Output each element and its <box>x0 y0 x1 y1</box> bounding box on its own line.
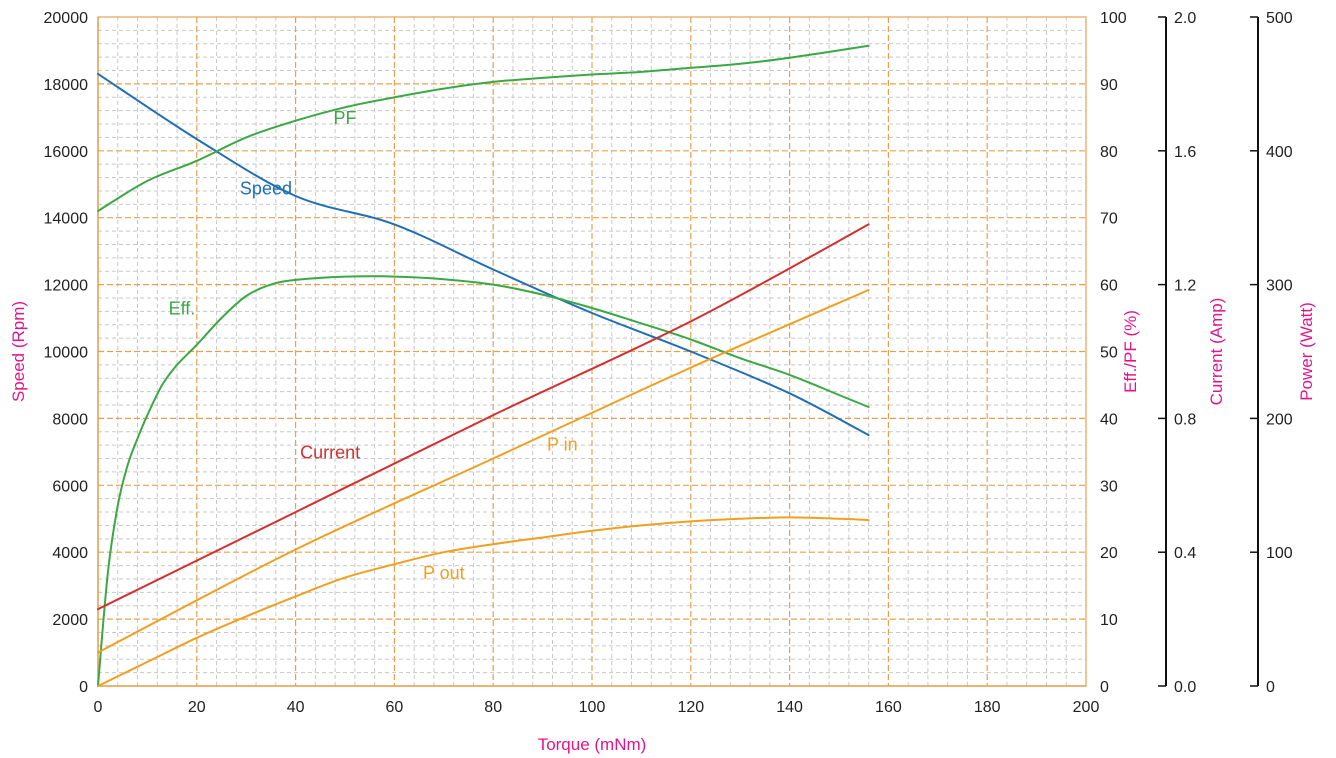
x-axis-title: Torque (mNm) <box>538 735 647 754</box>
speed-tick-label: 18000 <box>44 77 89 94</box>
speed-tick-label: 0 <box>79 679 88 696</box>
grid <box>97 16 1087 687</box>
current-tick-label: 0.0 <box>1174 679 1196 696</box>
x-tick-label: 180 <box>974 699 1001 716</box>
speed-tick-label: 10000 <box>44 345 89 362</box>
power-tick-label: 100 <box>1266 545 1293 562</box>
current-axis-title: Current (Amp) <box>1207 298 1226 406</box>
power-tick-label: 500 <box>1266 10 1293 27</box>
x-tick-label: 100 <box>579 699 606 716</box>
eff-tick-label: 30 <box>1100 478 1118 495</box>
current-tick-label: 1.6 <box>1174 144 1196 161</box>
x-tick-label: 0 <box>94 699 103 716</box>
p-out-curve <box>97 516 870 687</box>
p-in-curve-label: P in <box>547 435 578 455</box>
x-tick-label: 40 <box>287 699 305 716</box>
eff-tick-label: 60 <box>1100 278 1118 295</box>
eff-tick-label: 10 <box>1100 612 1118 629</box>
p-in-curve <box>97 289 870 654</box>
speed-axis-title: Speed (Rpm) <box>9 301 28 402</box>
speed-tick-label: 20000 <box>44 10 89 27</box>
x-tick-label: 60 <box>386 699 404 716</box>
current-curve <box>97 223 870 611</box>
speed-tick-label: 4000 <box>52 545 88 562</box>
speed-curve-label: Speed <box>240 178 292 198</box>
power-tick-label: 400 <box>1266 144 1293 161</box>
eff-axis-title: Eff./PF (%) <box>1121 310 1140 393</box>
eff-curve-label: Eff. <box>169 299 196 319</box>
x-tick-label: 160 <box>875 699 902 716</box>
speed-tick-label: 2000 <box>52 612 88 629</box>
speed-tick-label: 14000 <box>44 211 89 228</box>
eff-tick-label: 20 <box>1100 545 1118 562</box>
eff-tick-label: 100 <box>1100 10 1127 27</box>
power-axis-title: Power (Watt) <box>1297 302 1316 401</box>
speed-tick-label: 8000 <box>52 411 88 428</box>
speed-curve <box>97 72 870 437</box>
pf-curve <box>97 44 870 212</box>
x-tick-label: 200 <box>1073 699 1100 716</box>
pf-curve-label: PF <box>333 108 356 128</box>
series-layer <box>97 44 870 687</box>
current-tick-label: 1.2 <box>1174 278 1196 295</box>
speed-tick-label: 16000 <box>44 144 89 161</box>
eff-tick-label: 70 <box>1100 211 1118 228</box>
eff-tick-label: 90 <box>1100 77 1118 94</box>
x-tick-label: 80 <box>484 699 502 716</box>
x-tick-label: 140 <box>776 699 803 716</box>
power-tick-label: 300 <box>1266 278 1293 295</box>
power-tick-label: 0 <box>1266 679 1275 696</box>
speed-tick-label: 12000 <box>44 278 89 295</box>
current-tick-label: 2.0 <box>1174 10 1196 27</box>
eff-tick-label: 40 <box>1100 411 1118 428</box>
eff-tick-label: 50 <box>1100 345 1118 362</box>
x-tick-label: 20 <box>188 699 206 716</box>
current-curve-label: Current <box>300 443 360 463</box>
current-tick-label: 0.8 <box>1174 411 1196 428</box>
p-out-curve-label: P out <box>423 563 465 583</box>
eff-tick-label: 0 <box>1100 679 1109 696</box>
eff-curve <box>97 275 870 687</box>
eff-tick-label: 80 <box>1100 144 1118 161</box>
current-tick-label: 0.4 <box>1174 545 1196 562</box>
curve-labels: Speed PF Eff. Current P in P out <box>169 108 578 583</box>
speed-tick-label: 6000 <box>52 478 88 495</box>
power-tick-label: 200 <box>1266 411 1293 428</box>
x-tick-label: 120 <box>677 699 704 716</box>
